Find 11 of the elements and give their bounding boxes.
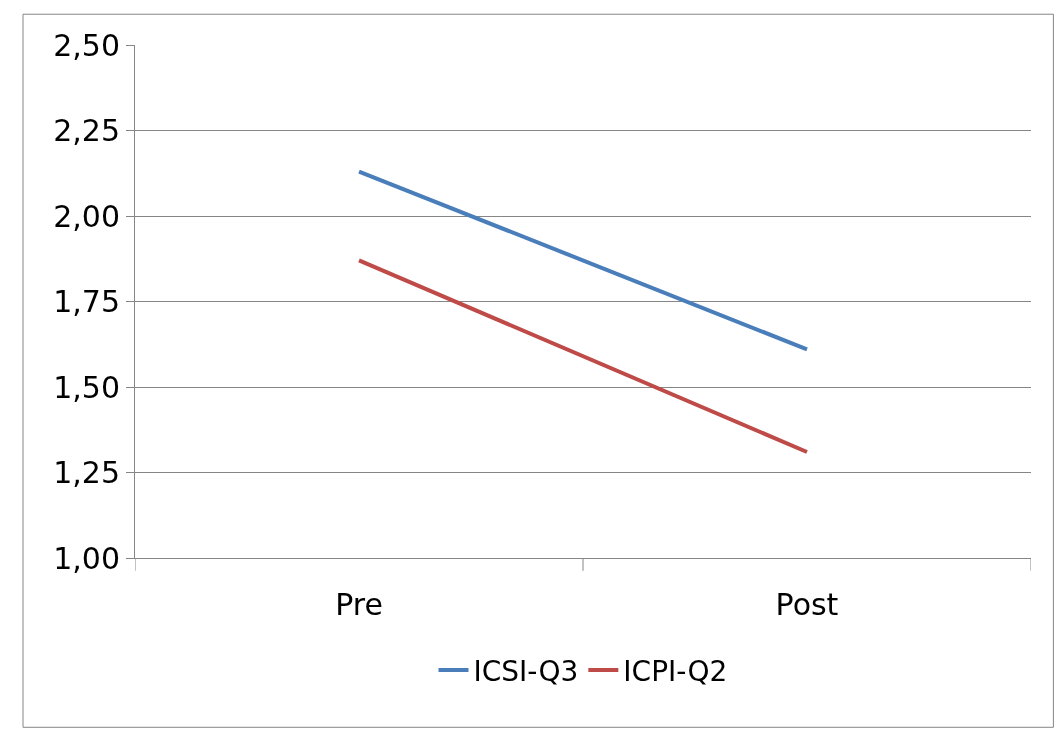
legend-label: ICSI-Q3 [473, 654, 579, 688]
x-tick-label: Pre [335, 587, 383, 622]
legend-label: ICPI-Q2 [623, 654, 728, 688]
y-tick-label: 2,25 [53, 113, 120, 148]
y-tick-label: 1,75 [53, 284, 120, 319]
x-tick-label: Post [775, 587, 839, 622]
y-tick-label: 1,50 [53, 369, 120, 405]
y-tick-label: 1,25 [53, 455, 120, 490]
y-tick-label: 1,00 [53, 540, 120, 576]
y-tick-label: 2,50 [53, 27, 120, 63]
y-tick-label: 2,00 [53, 198, 120, 234]
